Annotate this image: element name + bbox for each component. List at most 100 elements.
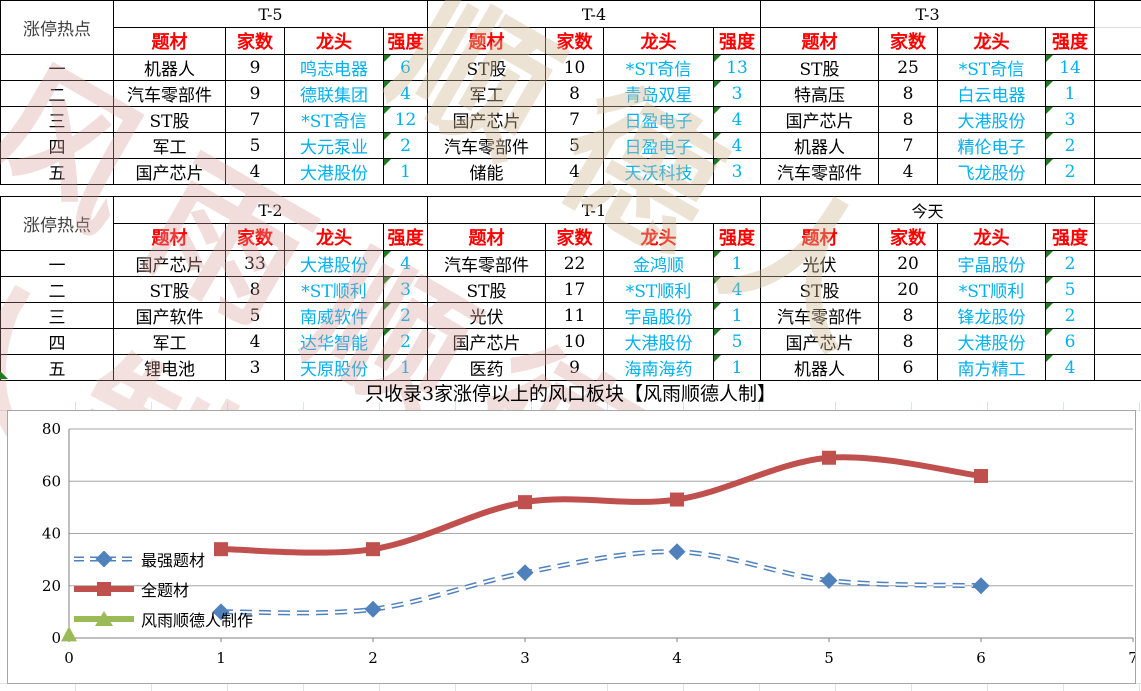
count-cell[interactable]: 7 bbox=[225, 106, 285, 133]
strength-cell[interactable]: 4 bbox=[713, 276, 762, 303]
strength-cell[interactable]: 1 bbox=[713, 354, 762, 381]
column-header-count[interactable]: 家数 bbox=[225, 27, 285, 55]
row-label[interactable]: 三 bbox=[0, 106, 114, 133]
leader-cell[interactable]: 大港股份 bbox=[937, 106, 1047, 133]
topic-cell[interactable]: ST股 bbox=[113, 276, 226, 303]
strength-cell[interactable]: 3 bbox=[382, 276, 429, 303]
leader-cell[interactable]: 日盈电子 bbox=[603, 106, 715, 133]
column-header-topic[interactable]: 题材 bbox=[113, 27, 226, 55]
topic-cell[interactable]: ST股 bbox=[113, 106, 226, 133]
strength-cell[interactable]: 5 bbox=[713, 328, 762, 355]
topic-cell[interactable]: 锂电池 bbox=[113, 354, 226, 381]
count-cell[interactable]: 5 bbox=[545, 132, 605, 159]
count-cell[interactable]: 8 bbox=[545, 80, 605, 107]
count-cell[interactable]: 20 bbox=[878, 250, 939, 277]
leader-cell[interactable]: 青岛双星 bbox=[603, 80, 715, 107]
column-header-leader[interactable]: 龙头 bbox=[937, 27, 1047, 55]
column-header-strength[interactable]: 强度 bbox=[382, 27, 429, 55]
line-chart[interactable]: 0 1 2 3 4 5 6 7 0 20 40 60 80 最强题材 全题材 bbox=[7, 410, 1136, 684]
count-cell[interactable]: 5 bbox=[225, 132, 285, 159]
topic-cell[interactable]: 国产芯片 bbox=[427, 106, 547, 133]
count-cell[interactable]: 22 bbox=[545, 250, 605, 277]
strength-cell[interactable]: 1 bbox=[713, 302, 762, 329]
row-label[interactable]: 二 bbox=[0, 276, 114, 303]
leader-cell[interactable]: *ST奇信 bbox=[284, 106, 384, 133]
count-cell[interactable]: 4 bbox=[878, 158, 939, 185]
topic-cell[interactable]: 医药 bbox=[427, 354, 547, 381]
row-label[interactable]: 三 bbox=[0, 302, 114, 329]
column-header-topic[interactable]: 题材 bbox=[760, 27, 880, 55]
count-cell[interactable]: 8 bbox=[225, 276, 285, 303]
topic-cell[interactable]: 国产芯片 bbox=[760, 328, 880, 355]
count-cell[interactable]: 8 bbox=[878, 328, 939, 355]
leader-cell[interactable]: 德联集团 bbox=[284, 80, 384, 107]
topic-cell[interactable]: 机器人 bbox=[760, 132, 880, 159]
period-title[interactable]: T-5 bbox=[112, 0, 429, 28]
column-header-count[interactable]: 家数 bbox=[545, 223, 605, 251]
leader-cell[interactable]: 飞龙股份 bbox=[937, 158, 1047, 185]
topic-cell[interactable]: ST股 bbox=[760, 54, 880, 81]
leader-cell[interactable]: 达华智能 bbox=[284, 328, 384, 355]
column-header-leader[interactable]: 龙头 bbox=[937, 223, 1047, 251]
strength-cell[interactable]: 1 bbox=[713, 250, 762, 277]
count-cell[interactable]: 11 bbox=[545, 302, 605, 329]
strength-cell[interactable]: 4 bbox=[1045, 354, 1096, 381]
leader-cell[interactable]: 宇晶股份 bbox=[603, 302, 715, 329]
legend-item-strongest-topic[interactable]: 最强题材 bbox=[74, 544, 253, 574]
leader-cell[interactable]: 大港股份 bbox=[284, 250, 384, 277]
strength-cell[interactable]: 4 bbox=[713, 106, 762, 133]
column-header-leader[interactable]: 龙头 bbox=[603, 223, 715, 251]
row-label[interactable]: 五 bbox=[0, 158, 114, 185]
period-title[interactable]: T-1 bbox=[427, 196, 762, 224]
column-header-strength[interactable]: 强度 bbox=[382, 223, 429, 251]
column-header-topic[interactable]: 题材 bbox=[427, 27, 547, 55]
count-cell[interactable]: 9 bbox=[225, 80, 285, 107]
count-cell[interactable]: 4 bbox=[225, 328, 285, 355]
leader-cell[interactable]: 海南海药 bbox=[603, 354, 715, 381]
strength-cell[interactable]: 3 bbox=[713, 80, 762, 107]
count-cell[interactable]: 7 bbox=[545, 106, 605, 133]
leader-cell[interactable]: *ST顺利 bbox=[284, 276, 384, 303]
leader-cell[interactable]: 日盈电子 bbox=[603, 132, 715, 159]
column-header-leader[interactable]: 龙头 bbox=[603, 27, 715, 55]
topic-cell[interactable]: 光伏 bbox=[760, 250, 880, 277]
topic-cell[interactable]: 军工 bbox=[113, 132, 226, 159]
strength-cell[interactable]: 3 bbox=[713, 158, 762, 185]
topic-cell[interactable]: ST股 bbox=[427, 276, 547, 303]
strength-cell[interactable]: 14 bbox=[1045, 54, 1096, 81]
leader-cell[interactable]: *ST顺利 bbox=[937, 276, 1047, 303]
topic-cell[interactable]: ST股 bbox=[427, 54, 547, 81]
leader-cell[interactable]: *ST奇信 bbox=[603, 54, 715, 81]
topic-cell[interactable]: 汽车零部件 bbox=[760, 302, 880, 329]
count-cell[interactable]: 5 bbox=[225, 302, 285, 329]
count-cell[interactable]: 10 bbox=[545, 54, 605, 81]
column-header-strength[interactable]: 强度 bbox=[713, 223, 762, 251]
column-header-leader[interactable]: 龙头 bbox=[284, 27, 384, 55]
strength-cell[interactable]: 1 bbox=[382, 158, 429, 185]
strength-cell[interactable]: 2 bbox=[1045, 132, 1096, 159]
count-cell[interactable]: 6 bbox=[878, 354, 939, 381]
topic-cell[interactable]: 汽车零部件 bbox=[760, 158, 880, 185]
strength-cell[interactable]: 6 bbox=[1045, 328, 1096, 355]
column-header-strength[interactable]: 强度 bbox=[1045, 27, 1096, 55]
count-cell[interactable]: 7 bbox=[878, 132, 939, 159]
row-label[interactable]: 一 bbox=[0, 54, 114, 81]
strength-cell[interactable]: 13 bbox=[713, 54, 762, 81]
count-cell[interactable]: 8 bbox=[878, 80, 939, 107]
strength-cell[interactable]: 1 bbox=[382, 354, 429, 381]
strength-cell[interactable]: 2 bbox=[1045, 250, 1096, 277]
leader-cell[interactable]: 鸣志电器 bbox=[284, 54, 384, 81]
topic-cell[interactable]: 汽车零部件 bbox=[427, 132, 547, 159]
count-cell[interactable]: 8 bbox=[878, 302, 939, 329]
count-cell[interactable]: 20 bbox=[878, 276, 939, 303]
count-cell[interactable]: 4 bbox=[545, 158, 605, 185]
leader-cell[interactable]: 宇晶股份 bbox=[937, 250, 1047, 277]
row-label[interactable]: 四 bbox=[0, 328, 114, 355]
count-cell[interactable]: 4 bbox=[225, 158, 285, 185]
strength-cell[interactable]: 5 bbox=[1045, 276, 1096, 303]
leader-cell[interactable]: 南威软件 bbox=[284, 302, 384, 329]
row-label[interactable]: 二 bbox=[0, 80, 114, 107]
count-cell[interactable]: 8 bbox=[878, 106, 939, 133]
strength-cell[interactable]: 2 bbox=[382, 328, 429, 355]
topic-cell[interactable]: 国产芯片 bbox=[760, 106, 880, 133]
